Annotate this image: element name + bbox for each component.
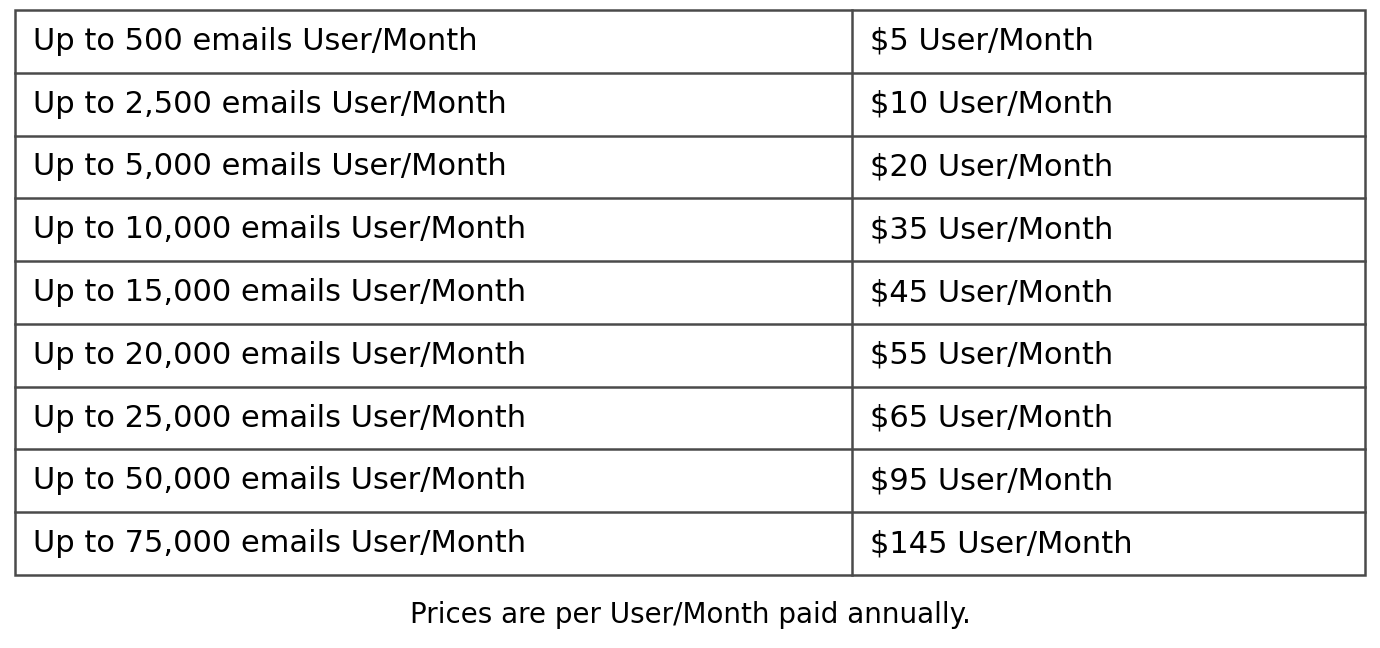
Text: $145 User/Month: $145 User/Month xyxy=(869,529,1133,558)
Text: Up to 500 emails User/Month: Up to 500 emails User/Month xyxy=(33,27,477,56)
Text: $55 User/Month: $55 User/Month xyxy=(869,341,1114,370)
Text: Up to 15,000 emails User/Month: Up to 15,000 emails User/Month xyxy=(33,278,526,307)
Text: Up to 25,000 emails User/Month: Up to 25,000 emails User/Month xyxy=(33,404,526,433)
Bar xyxy=(15,10,1365,575)
Text: $45 User/Month: $45 User/Month xyxy=(869,278,1114,307)
Text: $35 User/Month: $35 User/Month xyxy=(869,215,1114,244)
Text: Up to 2,500 emails User/Month: Up to 2,500 emails User/Month xyxy=(33,89,506,119)
Text: $95 User/Month: $95 User/Month xyxy=(869,467,1114,495)
Text: $5 User/Month: $5 User/Month xyxy=(869,27,1094,56)
Text: Prices are per User/Month paid annually.: Prices are per User/Month paid annually. xyxy=(410,601,970,629)
Text: Up to 75,000 emails User/Month: Up to 75,000 emails User/Month xyxy=(33,529,526,558)
Text: $65 User/Month: $65 User/Month xyxy=(869,404,1114,433)
Text: $10 User/Month: $10 User/Month xyxy=(869,89,1114,119)
Text: Up to 20,000 emails User/Month: Up to 20,000 emails User/Month xyxy=(33,341,526,370)
Text: Up to 10,000 emails User/Month: Up to 10,000 emails User/Month xyxy=(33,215,526,244)
Text: Up to 5,000 emails User/Month: Up to 5,000 emails User/Month xyxy=(33,152,506,181)
Text: $20 User/Month: $20 User/Month xyxy=(869,152,1114,181)
Text: Up to 50,000 emails User/Month: Up to 50,000 emails User/Month xyxy=(33,467,526,495)
